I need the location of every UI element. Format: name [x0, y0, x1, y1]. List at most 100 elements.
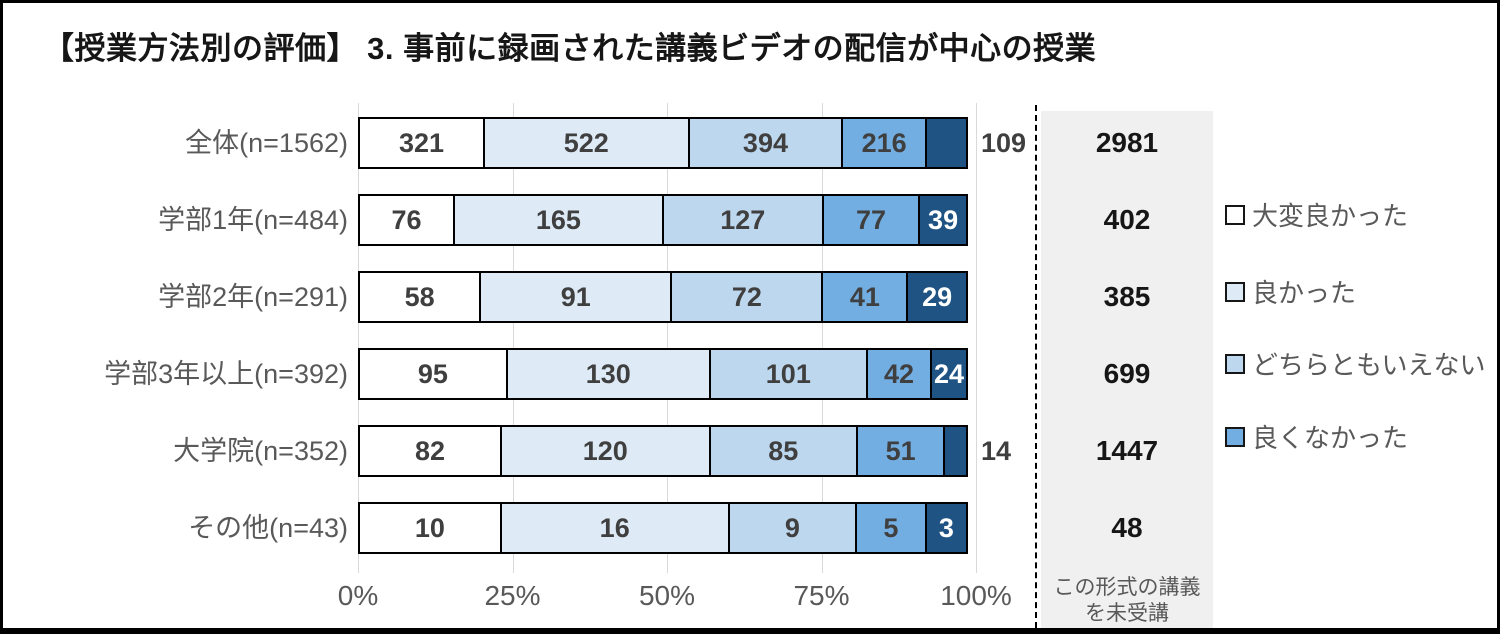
bar-segment: 321: [358, 117, 485, 169]
segment-value: 39: [928, 204, 959, 235]
bar-segment: 394: [687, 117, 844, 169]
segment-value: 522: [563, 127, 609, 158]
not-attended-value: 385: [1103, 281, 1151, 312]
bar-segment: 95: [358, 348, 508, 400]
category-label: その他(n=43): [188, 513, 348, 543]
bar-segment: 9: [727, 502, 858, 554]
segment-value: 51: [885, 435, 916, 466]
bar-segment: 58: [358, 271, 482, 323]
gridline-100%: [976, 103, 977, 573]
segment-value: 82: [414, 435, 445, 466]
bar-segment: 76: [358, 194, 456, 246]
segment-value: 101: [765, 358, 811, 389]
segment-value: 91: [560, 281, 591, 312]
bar-segment: 5: [855, 502, 927, 554]
gridline-50%: [667, 103, 668, 573]
gridline-25%: [512, 103, 514, 573]
segment-value: 165: [535, 204, 581, 235]
segment-value: 394: [742, 127, 788, 158]
segment-value: 127: [720, 204, 766, 235]
bar-segment: 29: [906, 271, 968, 323]
category-label: 全体(n=1562): [185, 128, 348, 158]
segment-value: 76: [391, 204, 422, 235]
legend-label: 大変良かった: [1252, 201, 1409, 231]
segment-value: 41: [849, 281, 880, 312]
bar-row-1: 76 165 127 77 39: [358, 194, 976, 246]
x-axis-tick-label: 100%: [940, 580, 1012, 611]
segment-value: 95: [417, 358, 448, 389]
bar-segment: 41: [821, 271, 909, 323]
bar-segment: 127: [661, 194, 824, 246]
bar-row-3: 95 130 101 42 24: [358, 348, 976, 400]
bar-segment: 85: [708, 425, 858, 477]
segment-value: 120: [582, 435, 628, 466]
bar-segment: 3: [924, 502, 968, 554]
bar-segment: 16: [499, 502, 730, 554]
legend-item: どちらともいえない: [1225, 349, 1485, 381]
x-axis-tick-label: 50%: [638, 580, 696, 611]
plot-area: 321 522 394 216 76 165 127 77 39 58 91 72 41 29 95 130 1…: [358, 103, 977, 573]
x-axis-tick-label: 25%: [484, 580, 541, 611]
legend-item: 良くなかった: [1225, 422, 1408, 454]
category-label: 学部1年(n=484): [158, 205, 348, 235]
bar-segment: 51: [855, 425, 946, 477]
category-label: 大学院(n=352): [173, 436, 348, 466]
not-attended-panel: [1041, 111, 1213, 628]
bar-segment: 10: [358, 502, 502, 554]
segment-value: 16: [599, 512, 630, 543]
segment-value: 9: [784, 512, 800, 543]
bar-segment: 216: [841, 117, 927, 169]
bar-segment: [924, 117, 968, 169]
not-attended-value: 48: [1111, 512, 1143, 543]
bar-row-4: 82 120 85 51: [358, 425, 976, 477]
bar-segment: 82: [358, 425, 502, 477]
legend-item: 良かった: [1225, 277, 1356, 309]
bar-segment: 522: [483, 117, 690, 169]
bar-segment: 42: [865, 348, 933, 400]
bar-row-2: 58 91 72 41 29: [358, 271, 976, 323]
legend-item: 大変良かった: [1225, 200, 1408, 232]
not-attended-panel-label: この形式の講義を未受講: [1053, 576, 1201, 626]
segment-value: 77: [855, 204, 887, 235]
bar-segment: 24: [930, 348, 968, 400]
category-label: 学部3年以上(n=392): [104, 359, 348, 389]
chart-title: 【授業方法別の評価】 3. 事前に録画された講義ビデオの配信が中心の授業: [43, 31, 1097, 66]
not-attended-value: 699: [1103, 358, 1151, 389]
bar-segment: 72: [670, 271, 824, 323]
not-attended-value: 402: [1103, 204, 1151, 235]
not-attended-value: 2981: [1095, 127, 1159, 158]
segment-value: 58: [404, 281, 435, 312]
divider-dashed-line: [1035, 105, 1037, 628]
segment-value: 3: [938, 512, 954, 543]
segment-value-outside: 14: [981, 436, 1012, 466]
segment-value: 10: [414, 512, 445, 543]
legend-label: どちらともいえない: [1252, 350, 1486, 380]
bar-segment: [943, 425, 968, 477]
gridline-0%: [358, 103, 359, 573]
segment-value: 72: [731, 281, 762, 312]
legend-swatch-icon: [1225, 427, 1245, 447]
category-label: 学部2年(n=291): [158, 282, 348, 312]
segment-value: 85: [768, 435, 799, 466]
not-attended-value: 1447: [1095, 435, 1159, 466]
legend-label: 良かった: [1252, 278, 1357, 308]
segment-value: 321: [398, 127, 445, 158]
legend-label: 良くなかった: [1252, 423, 1409, 453]
legend-swatch-icon: [1225, 205, 1245, 225]
bar-segment: 130: [505, 348, 711, 400]
bar-segment: 39: [918, 194, 968, 246]
x-axis-tick-label: 75%: [793, 580, 850, 611]
segment-value: 24: [934, 358, 965, 389]
bar-segment: 120: [499, 425, 711, 477]
segment-value: 216: [861, 127, 907, 158]
bar-row-0: 321 522 394 216: [358, 117, 976, 169]
segment-value: 29: [922, 281, 953, 312]
bar-row-5: 10 16 9 5 3: [358, 502, 976, 554]
x-axis-tick-label: 0%: [337, 580, 379, 611]
legend-swatch-icon: [1225, 354, 1245, 374]
bar-segment: 165: [453, 194, 664, 246]
segment-value: 42: [884, 358, 915, 389]
segment-value-outside: 109: [981, 128, 1027, 158]
gridline-75%: [821, 103, 823, 573]
